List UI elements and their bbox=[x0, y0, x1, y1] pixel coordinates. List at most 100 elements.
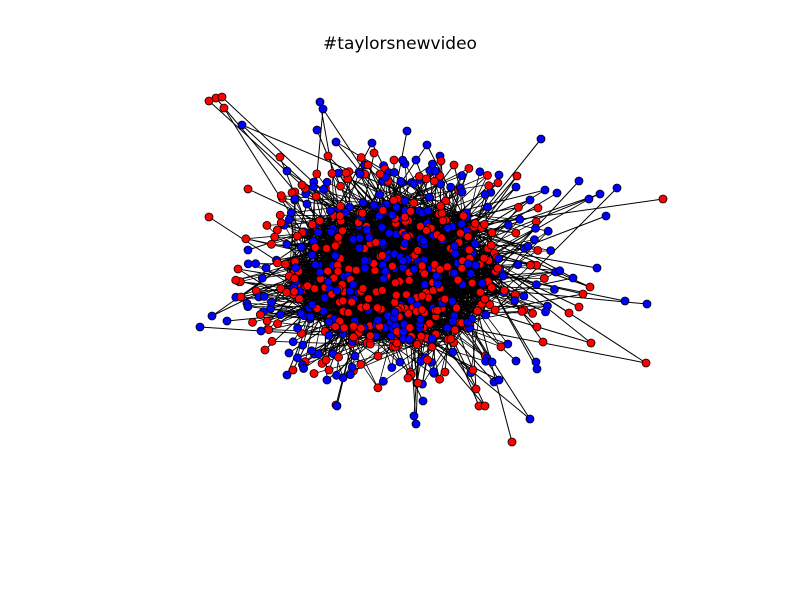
graph-node bbox=[311, 260, 320, 270]
graph-edge bbox=[385, 144, 428, 205]
graph-node bbox=[322, 243, 332, 253]
graph-node bbox=[418, 396, 428, 406]
graph-node bbox=[323, 277, 333, 287]
graph-node bbox=[433, 279, 443, 289]
graph-node bbox=[396, 176, 406, 186]
graph-node bbox=[392, 338, 402, 348]
graph-node bbox=[241, 234, 251, 244]
graph-node bbox=[450, 325, 460, 335]
graph-node bbox=[423, 206, 433, 216]
graph-node bbox=[297, 180, 307, 190]
graph-node bbox=[325, 206, 335, 216]
graph-node bbox=[290, 194, 300, 204]
graph-node bbox=[237, 120, 247, 130]
graph-node bbox=[302, 199, 312, 209]
graph-node bbox=[395, 357, 405, 367]
graph-edge bbox=[487, 248, 598, 269]
graph-node bbox=[427, 342, 437, 352]
graph-node bbox=[481, 310, 491, 320]
graph-node bbox=[307, 300, 317, 310]
graph-node bbox=[291, 263, 301, 273]
graph-node bbox=[419, 236, 429, 246]
graph-edge bbox=[471, 318, 517, 362]
graph-node bbox=[309, 369, 319, 378]
graph-node bbox=[324, 365, 334, 375]
graph-node bbox=[375, 190, 384, 199]
graph-node bbox=[498, 271, 508, 281]
graph-node bbox=[293, 323, 303, 333]
graph-node bbox=[458, 211, 468, 221]
graph-node bbox=[255, 310, 265, 320]
graph-node bbox=[334, 352, 343, 362]
graph-node bbox=[470, 219, 480, 228]
graph-edge bbox=[450, 187, 463, 261]
graph-node bbox=[330, 241, 340, 251]
graph-node bbox=[308, 182, 318, 192]
graph-node bbox=[525, 195, 535, 205]
graph-node bbox=[319, 184, 329, 194]
graph-node bbox=[523, 241, 533, 251]
graph-node bbox=[400, 238, 410, 248]
graph-node bbox=[443, 223, 453, 233]
graph-node bbox=[310, 284, 320, 294]
graph-node bbox=[380, 266, 390, 276]
graph-node bbox=[403, 373, 413, 383]
graph-node bbox=[568, 273, 578, 283]
graph-edge bbox=[303, 108, 324, 316]
graph-node bbox=[430, 166, 440, 176]
graph-node bbox=[307, 250, 317, 260]
graph-node bbox=[416, 314, 426, 324]
graph-node bbox=[276, 191, 286, 201]
graph-node bbox=[499, 285, 509, 295]
graph-node bbox=[270, 232, 280, 242]
graph-edge bbox=[467, 138, 542, 231]
graph-node bbox=[217, 92, 227, 102]
graph-node bbox=[332, 286, 342, 296]
graph-edge bbox=[226, 313, 302, 322]
graph-node bbox=[400, 212, 410, 222]
graph-edge bbox=[503, 275, 626, 302]
graph-node bbox=[272, 258, 282, 268]
graph-node bbox=[584, 194, 594, 204]
graph-edge bbox=[426, 144, 464, 217]
graph-node bbox=[331, 322, 340, 332]
graph-node bbox=[417, 305, 427, 315]
graph-node bbox=[307, 220, 317, 230]
graph-node bbox=[510, 296, 520, 306]
graph-node bbox=[578, 289, 588, 299]
graph-node bbox=[507, 437, 517, 447]
graph-edge bbox=[407, 250, 551, 260]
graph-node bbox=[564, 308, 574, 318]
graph-node bbox=[449, 160, 459, 170]
graph-node bbox=[446, 182, 456, 192]
graph-node bbox=[262, 316, 272, 326]
graph-node bbox=[318, 104, 328, 114]
graph-node bbox=[312, 125, 322, 135]
graph-node bbox=[219, 103, 229, 113]
graph-node bbox=[288, 337, 298, 347]
graph-node bbox=[464, 163, 474, 173]
graph-edge bbox=[469, 325, 531, 420]
graph-edge bbox=[322, 108, 387, 205]
graph-node bbox=[233, 264, 243, 274]
graph-node bbox=[243, 302, 253, 312]
graph-node bbox=[292, 353, 302, 363]
graph-node bbox=[538, 337, 548, 347]
graph-node bbox=[532, 322, 542, 332]
graph-node bbox=[457, 219, 467, 229]
graph-node bbox=[405, 323, 415, 333]
graph-node bbox=[463, 232, 473, 242]
graph-node bbox=[332, 370, 341, 380]
graph-node bbox=[282, 370, 292, 380]
graph-node bbox=[377, 222, 387, 232]
graph-node bbox=[290, 274, 300, 283]
graph-node bbox=[289, 287, 299, 297]
graph-node bbox=[406, 206, 416, 216]
graph-node bbox=[457, 263, 467, 273]
graph-node bbox=[311, 191, 321, 201]
graph-edge bbox=[240, 288, 281, 298]
graph-edge bbox=[377, 327, 381, 357]
graph-node bbox=[487, 228, 497, 238]
graph-node bbox=[288, 365, 298, 375]
graph-node bbox=[323, 151, 333, 161]
